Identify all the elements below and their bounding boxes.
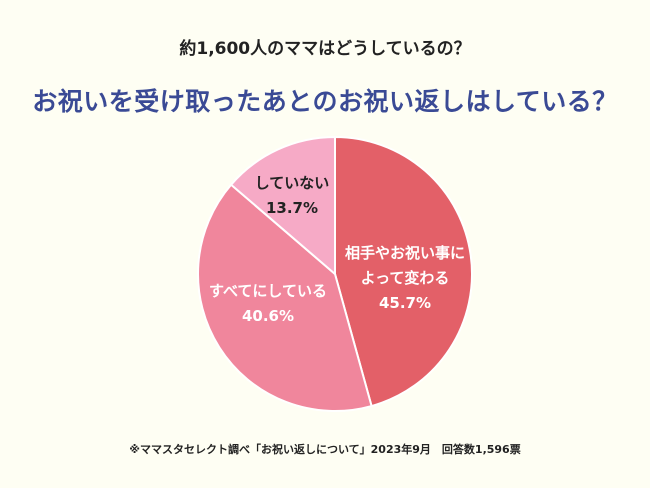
chart-title: お祝いを受け取ったあとのお祝い返しはしている？ [32,87,618,116]
chart-subtitle: 約1,600人のママはどうしているの？ [179,39,471,59]
pie-slice [197,183,373,412]
footnote: ※ママスタセレクト調べ「お祝い返しについて」2023年9月 回答数1,596票 [129,443,521,456]
pie-slice [229,135,336,277]
data-label: 40.6% [242,307,294,325]
data-label: 13.7% [266,199,318,217]
pie-slice [334,135,473,408]
slice-label: すべてにしている [209,282,327,300]
data-label: 45.7% [379,294,431,312]
slice-label: 相手やお祝い事に [345,244,465,262]
slice-label: よって変わる [361,269,450,287]
slice-label: していない [255,174,330,192]
